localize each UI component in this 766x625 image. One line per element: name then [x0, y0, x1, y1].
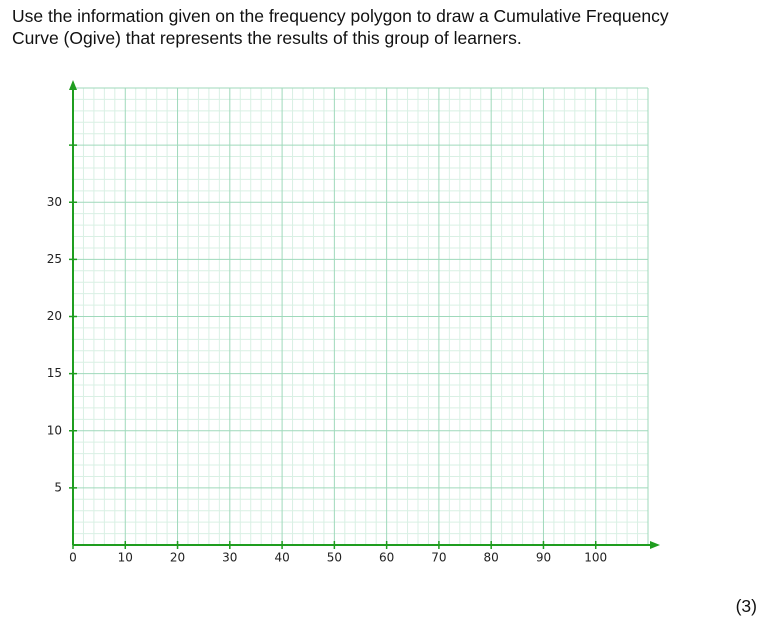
- x-tick-label: 40: [274, 551, 289, 565]
- x-tick-label: 100: [584, 551, 607, 565]
- x-tick-label: 10: [118, 551, 133, 565]
- x-tick-label: 50: [327, 551, 342, 565]
- x-tick-label: 0: [69, 551, 77, 565]
- x-tick-label: 80: [484, 551, 499, 565]
- x-tick-label: 70: [431, 551, 446, 565]
- question-line: Curve (Ogive) that represents the result…: [12, 28, 522, 48]
- y-tick-label: 5: [54, 480, 62, 494]
- x-tick-label: 90: [536, 551, 551, 565]
- x-axis-arrow: [650, 541, 660, 549]
- y-tick-label: 15: [47, 366, 62, 380]
- y-tick-label: 30: [47, 195, 62, 209]
- y-tick-label: 25: [47, 252, 62, 266]
- y-axis-arrow: [69, 80, 77, 90]
- question-line: Use the information given on the frequen…: [12, 6, 669, 26]
- x-tick-label: 30: [222, 551, 237, 565]
- y-tick-label: 20: [47, 309, 62, 323]
- x-tick-label: 60: [379, 551, 394, 565]
- marks: (3): [735, 596, 757, 616]
- y-tick-label: 10: [47, 423, 62, 437]
- x-tick-label: 20: [170, 551, 185, 565]
